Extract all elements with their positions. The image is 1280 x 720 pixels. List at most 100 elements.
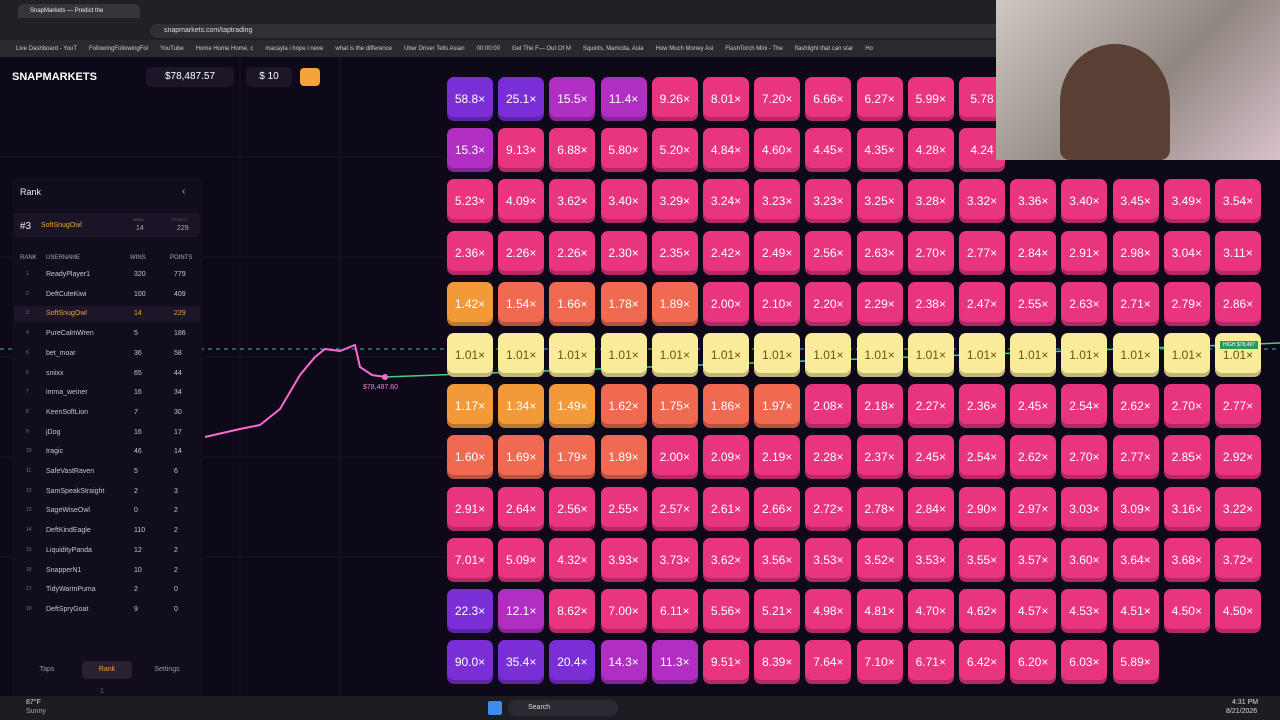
- multiplier-cell[interactable]: 2.62×: [1010, 435, 1057, 480]
- multiplier-cell[interactable]: 2.36×: [447, 230, 493, 275]
- username[interactable]: SageWiseOwl: [46, 507, 90, 515]
- multiplier-cell[interactable]: 2.30×: [600, 230, 647, 275]
- multiplier-cell[interactable]: 4.50×: [1163, 589, 1210, 633]
- multiplier-cell[interactable]: 1.54×: [498, 281, 545, 326]
- multiplier-cell[interactable]: 3.40×: [600, 179, 647, 224]
- multiplier-cell[interactable]: 2.47×: [959, 281, 1005, 326]
- username[interactable]: SamSpeakStraight: [46, 487, 105, 495]
- multiplier-cell[interactable]: 1.01×: [703, 333, 749, 377]
- bookmark[interactable]: Ho: [865, 45, 873, 52]
- multiplier-cell[interactable]: 11.3×: [651, 640, 698, 685]
- multiplier-cell[interactable]: 1.66×: [549, 281, 596, 326]
- multiplier-cell[interactable]: 9.26×: [651, 77, 698, 121]
- multiplier-cell[interactable]: 7.10×: [856, 640, 903, 685]
- multiplier-cell[interactable]: 7.01×: [447, 537, 493, 582]
- username[interactable]: DeftKindEagle: [46, 527, 91, 535]
- multiplier-cell[interactable]: 2.70×: [907, 230, 954, 275]
- multiplier-cell[interactable]: 4.09×: [498, 179, 545, 224]
- multiplier-cell[interactable]: 2.35×: [651, 230, 698, 275]
- multiplier-cell[interactable]: 15.3×: [447, 128, 493, 173]
- multiplier-cell[interactable]: 5.20×: [651, 128, 698, 173]
- multiplier-cell[interactable]: 5.99×: [907, 77, 954, 121]
- multiplier-cell[interactable]: 14.3×: [600, 640, 647, 685]
- multiplier-cell[interactable]: 2.26×: [549, 230, 596, 275]
- multiplier-cell[interactable]: 5.89×: [1112, 640, 1159, 685]
- multiplier-cell[interactable]: 1.01×: [856, 333, 903, 377]
- multiplier-cell[interactable]: 15.5×: [549, 77, 596, 121]
- multiplier-cell[interactable]: 3.60×: [1061, 537, 1108, 582]
- multiplier-cell[interactable]: 6.66×: [805, 77, 852, 121]
- multiplier-cell[interactable]: 2.55×: [600, 486, 647, 531]
- username[interactable]: DeftSpryGoat: [46, 605, 89, 613]
- multiplier-cell[interactable]: 3.32×: [959, 179, 1005, 224]
- multiplier-cell[interactable]: 3.36×: [1010, 179, 1057, 224]
- username[interactable]: sniixx: [46, 369, 64, 377]
- multiplier-cell[interactable]: 1.01×: [1112, 333, 1159, 377]
- multiplier-cell[interactable]: 3.29×: [651, 179, 698, 224]
- multiplier-cell[interactable]: 6.27×: [856, 77, 903, 121]
- multiplier-cell[interactable]: 2.55×: [1010, 281, 1057, 326]
- multiplier-cell[interactable]: 3.23×: [754, 179, 801, 224]
- multiplier-cell[interactable]: 3.45×: [1112, 179, 1159, 224]
- multiplier-cell[interactable]: 3.56×: [754, 537, 801, 582]
- multiplier-cell[interactable]: 3.52×: [856, 537, 903, 582]
- multiplier-cell[interactable]: 2.63×: [1061, 281, 1108, 326]
- multiplier-cell[interactable]: 2.00×: [651, 435, 698, 480]
- multiplier-cell[interactable]: 8.01×: [703, 77, 749, 121]
- multiplier-cell[interactable]: 3.23×: [805, 179, 852, 224]
- multiplier-cell[interactable]: 2.09×: [703, 435, 749, 480]
- multiplier-cell[interactable]: 8.62×: [549, 589, 596, 633]
- multiplier-cell[interactable]: 20.4×: [549, 640, 596, 685]
- multiplier-cell[interactable]: 4.28×: [907, 128, 954, 173]
- multiplier-cell[interactable]: 2.70×: [1163, 384, 1210, 429]
- multiplier-cell[interactable]: 2.28×: [805, 435, 852, 480]
- multiplier-cell[interactable]: 4.84×: [703, 128, 749, 173]
- multiplier-cell[interactable]: 3.53×: [805, 537, 852, 582]
- multiplier-cell[interactable]: 1.89×: [651, 281, 698, 326]
- multiplier-cell[interactable]: 3.93×: [600, 537, 647, 582]
- multiplier-cell[interactable]: 35.4×: [498, 640, 545, 685]
- multiplier-cell[interactable]: 2.56×: [549, 486, 596, 531]
- bet-amount[interactable]: $ 10: [246, 67, 292, 87]
- multiplier-cell[interactable]: 2.91×: [447, 486, 493, 531]
- multiplier-cell[interactable]: 1.01×: [600, 333, 647, 377]
- multiplier-cell[interactable]: 1.69×: [498, 435, 545, 480]
- username[interactable]: DeftCuteKiwi: [46, 290, 87, 298]
- multiplier-cell[interactable]: 25.1×: [498, 77, 545, 121]
- multiplier-cell[interactable]: 4.98×: [805, 589, 852, 633]
- multiplier-cell[interactable]: 3.28×: [907, 179, 954, 224]
- collapse-button[interactable]: ‹: [182, 186, 186, 197]
- multiplier-cell[interactable]: 90.0×: [447, 640, 493, 685]
- multiplier-cell[interactable]: 5.56×: [703, 589, 749, 633]
- username[interactable]: jDog: [46, 428, 61, 436]
- multiplier-cell[interactable]: 2.26×: [498, 230, 545, 275]
- multiplier-cell[interactable]: 2.18×: [856, 384, 903, 429]
- multiplier-cell[interactable]: 2.20×: [805, 281, 852, 326]
- multiplier-cell[interactable]: 6.71×: [907, 640, 954, 685]
- multiplier-cell[interactable]: 2.86×: [1215, 281, 1261, 326]
- multiplier-cell[interactable]: 3.55×: [959, 537, 1005, 582]
- username[interactable]: TidyWarmPuma: [46, 586, 96, 594]
- bookmark[interactable]: Home Home Home, c: [195, 45, 254, 52]
- multiplier-cell[interactable]: 4.32×: [549, 537, 596, 582]
- multiplier-cell[interactable]: 2.79×: [1163, 281, 1210, 326]
- bookmark[interactable]: Live Dashboard - YouT: [16, 45, 78, 52]
- tab-button[interactable]: Rank: [82, 661, 132, 679]
- multiplier-cell[interactable]: 11.4×: [600, 77, 647, 121]
- multiplier-cell[interactable]: 1.79×: [549, 435, 596, 480]
- username[interactable]: PureCalmWren: [46, 330, 94, 338]
- multiplier-cell[interactable]: 1.01×: [447, 333, 493, 377]
- multiplier-cell[interactable]: 3.16×: [1163, 486, 1210, 531]
- multiplier-cell[interactable]: 1.01×: [1061, 333, 1108, 377]
- multiplier-cell[interactable]: 5.21×: [754, 589, 801, 633]
- multiplier-cell[interactable]: 2.00×: [703, 281, 749, 326]
- multiplier-cell[interactable]: 1.17×: [447, 384, 493, 429]
- multiplier-cell[interactable]: 3.22×: [1215, 486, 1261, 531]
- multiplier-cell[interactable]: 4.35×: [856, 128, 903, 173]
- bookmark[interactable]: Squints, Mamcita, Asia: [582, 45, 644, 52]
- bookmark[interactable]: what is the difference: [335, 45, 392, 52]
- multiplier-cell[interactable]: 3.54×: [1215, 179, 1261, 224]
- tab[interactable]: SnapMarkets — Predict the: [18, 4, 140, 18]
- multiplier-cell[interactable]: 1.62×: [600, 384, 647, 429]
- multiplier-cell[interactable]: 2.36×: [959, 384, 1005, 429]
